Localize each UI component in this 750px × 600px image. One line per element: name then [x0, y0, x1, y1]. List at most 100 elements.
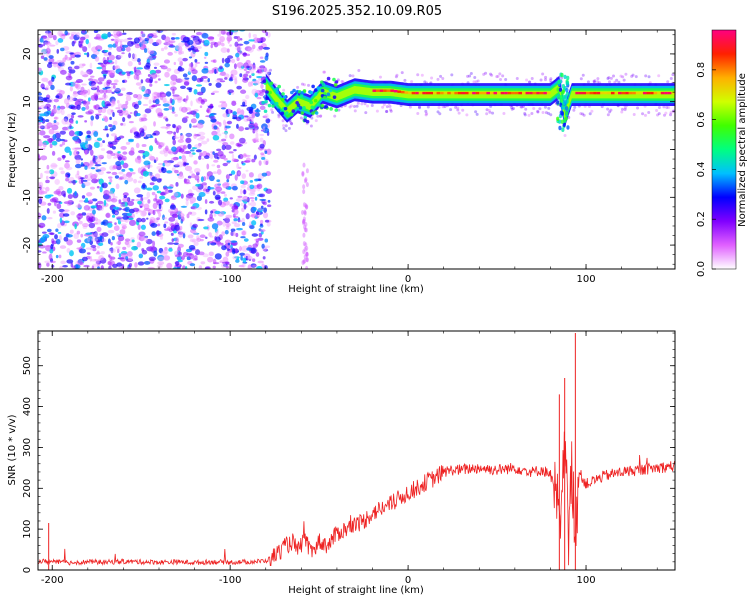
noise-blob [101, 65, 107, 72]
halo-blob [636, 106, 640, 110]
carrier-peak [422, 91, 426, 95]
noise-blob [195, 45, 202, 50]
halo-blob [523, 111, 527, 115]
noise-blob [193, 40, 199, 44]
noise-blob [50, 260, 56, 264]
noise-blob [168, 151, 172, 154]
noise-blob [101, 94, 108, 100]
onset-blob [324, 105, 329, 109]
halo-blob [469, 71, 473, 75]
noise-blob [129, 129, 133, 134]
carrier-peak [536, 91, 540, 95]
noise-blob [65, 166, 73, 171]
noise-blob [114, 89, 120, 93]
noise-blob [38, 244, 46, 249]
noise-blob [144, 108, 152, 114]
noise-blob [196, 234, 200, 241]
noise-blob [177, 174, 184, 180]
noise-blob [224, 134, 228, 139]
halo-blob [449, 108, 453, 112]
noise-blob [160, 126, 168, 129]
noise-blob [177, 46, 183, 53]
noise-blob [117, 156, 122, 161]
noise-blob [180, 85, 186, 89]
noise-blob [151, 191, 156, 196]
noise-blob [262, 66, 268, 73]
noise-blob [88, 78, 94, 81]
noise-blob [83, 264, 90, 268]
disturbance-blob [564, 116, 568, 121]
noise-blob [252, 128, 256, 134]
noise-blob [257, 208, 263, 213]
carrier-peak [578, 91, 583, 95]
noise-blob [246, 255, 253, 261]
noise-blob [105, 61, 110, 65]
noise-blob [72, 265, 76, 269]
halo-blob [579, 77, 583, 81]
noise-blob [179, 134, 184, 141]
noise-blob [89, 160, 94, 165]
halo-blob [592, 80, 596, 84]
halo-blob [389, 108, 393, 112]
noise-blob [222, 162, 228, 167]
snr-spikes [48, 333, 576, 570]
noise-blob [161, 64, 167, 68]
noise-blob [66, 113, 72, 119]
halo-blob [395, 73, 399, 77]
noise-blob [109, 96, 116, 103]
snr-x-tick-label: -100 [219, 575, 242, 586]
noise-blob [220, 242, 224, 246]
noise-blob [245, 94, 250, 100]
noise-blob [201, 157, 205, 160]
noise-blob [184, 165, 193, 172]
spectrogram-x-ticks: -200 -100 0 100 [41, 30, 658, 285]
noise-blob [44, 194, 52, 199]
noise-blob [143, 203, 150, 210]
noise-blob [88, 222, 96, 229]
halo-blob [547, 112, 551, 116]
noise-blob [264, 238, 269, 243]
noise-blob [204, 155, 210, 160]
noise-blob [97, 81, 103, 85]
noise-blob [66, 239, 73, 246]
noise-blob [42, 51, 46, 57]
noise-blob [247, 63, 254, 67]
noise-blob [217, 240, 221, 247]
noise-blob [164, 161, 171, 167]
noise-blob [230, 69, 238, 76]
halo-blob [437, 106, 441, 110]
noise-blob [232, 111, 237, 116]
noise-blob [152, 41, 160, 47]
onset-blob [314, 111, 319, 115]
noise-blob [166, 67, 172, 72]
snr-y-tick-label: 400 [22, 397, 33, 416]
noise-blob [97, 108, 103, 114]
noise-blob [97, 77, 105, 82]
halo-blob [664, 111, 668, 115]
noise-blob [103, 93, 107, 99]
onset-blob [276, 108, 281, 113]
noise-blob [78, 131, 83, 137]
halo-blob [388, 104, 392, 108]
noise-blob [205, 188, 210, 193]
carrier-peak [625, 91, 629, 95]
carrier-peak [575, 91, 579, 95]
noise-blob [175, 237, 179, 244]
noise-blob [166, 262, 173, 269]
noise-blob [138, 159, 141, 164]
noise-blob [239, 188, 243, 195]
noise-blob [248, 258, 252, 261]
noise-blob [146, 187, 153, 191]
noise-blob [48, 55, 54, 59]
noise-blob [59, 105, 66, 110]
noise-blob [124, 179, 129, 185]
noise-blob [56, 59, 64, 64]
noise-blob [230, 141, 235, 145]
noise-blob [168, 216, 176, 222]
noise-blob [63, 236, 69, 242]
noise-blob [246, 116, 253, 119]
noise-blob [99, 142, 103, 148]
noise-blob [265, 31, 269, 37]
noise-blob [107, 222, 113, 228]
halo-blob [510, 107, 514, 111]
